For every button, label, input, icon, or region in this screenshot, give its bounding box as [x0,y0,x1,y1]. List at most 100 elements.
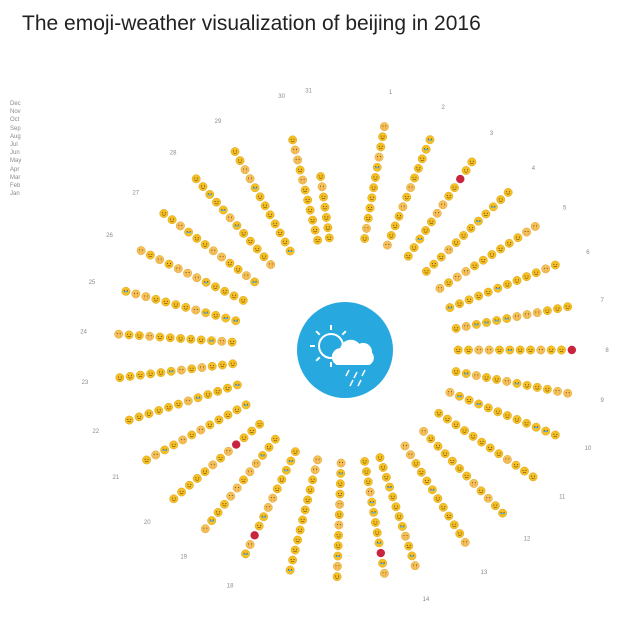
hazy-emoji [223,446,233,456]
crying-emoji [427,485,437,495]
sunny-emoji [334,530,343,540]
hazy-emoji [379,122,389,132]
day-ray-29 [230,147,295,256]
crying-emoji [378,558,387,568]
day-ray-17 [285,455,323,575]
hazy-emoji [474,345,484,355]
sunny-emoji [444,191,454,201]
hazy-emoji [245,174,255,184]
sunny-emoji [187,430,197,440]
hazy-emoji [155,255,165,265]
sunny-emoji [444,511,454,521]
hazy-emoji [245,467,255,477]
day-label-2: 2 [441,105,445,111]
sunny-emoji [165,333,175,343]
crying-emoji [184,227,194,237]
sunny-emoji [332,572,342,582]
day-ray-19 [200,434,280,534]
sunny-emoji [154,406,164,415]
crying-emoji [333,551,343,561]
sunny-emoji [410,173,419,183]
sunny-emoji [270,219,280,229]
hazy-emoji [217,252,227,262]
sunny-emoji [388,492,398,502]
crying-emoji [498,508,507,518]
hazy-emoji [398,202,408,212]
crying-emoji [488,202,498,212]
legend-month-jun: Jun [10,150,20,157]
hazy-emoji [419,427,429,436]
sunny-emoji [421,226,431,235]
day-label-12: 12 [524,536,531,542]
sunny-emoji [293,535,303,545]
sunny-emoji [455,529,465,539]
legend-month-feb: Feb [10,182,21,189]
day-ray-10 [445,387,560,440]
hazy-emoji [530,222,540,231]
sunny-emoji [270,434,280,444]
day-ray-27 [159,209,260,287]
sunny-emoji [372,528,382,538]
sunny-emoji [277,475,287,484]
sunny-emoji [503,411,512,421]
crying-emoji [166,366,176,376]
sunny-emoji [238,295,248,305]
sunny-emoji [449,520,459,530]
sunny-emoji [404,541,414,551]
hazy-emoji [469,479,479,488]
hazy-emoji [141,292,151,302]
hazy-emoji [313,455,323,465]
hazy-emoji [406,450,415,460]
snow-dot [456,174,465,184]
sunny-emoji [378,463,388,472]
hazy-emoji [512,312,522,321]
sunny-emoji [438,502,448,512]
sunny-emoji [198,182,208,192]
sunny-emoji [466,223,476,233]
sunny-emoji [288,555,298,565]
sunny-emoji [494,449,504,459]
sunny-emoji [515,345,525,355]
sunny-emoji [169,494,179,504]
sunny-emoji [230,147,240,157]
sunny-emoji [531,268,541,278]
hazy-emoji [406,183,416,192]
sunny-emoji [487,250,497,259]
day-label-30: 30 [278,94,285,100]
sunny-emoji [295,525,305,535]
sunny-emoji [550,260,560,270]
sunny-emoji [156,368,166,378]
sunny-emoji [455,299,464,309]
sunny-emoji [451,367,461,376]
hazy-emoji [266,260,276,269]
hazy-emoji [232,483,242,493]
day-label-28: 28 [170,150,177,156]
hazy-emoji [245,540,255,549]
sunny-emoji [187,364,197,374]
sunny-emoji [213,386,223,396]
hazy-emoji [336,458,346,468]
sunny-emoji [461,166,471,175]
hazy-emoji [444,245,454,255]
hazy-emoji [461,267,471,276]
day-ray-16 [332,458,346,582]
hazy-emoji [241,271,251,281]
hazy-emoji [131,289,141,299]
sunny-emoji [563,302,573,312]
crying-emoji [492,316,502,325]
hazy-emoji [541,264,551,274]
hazy-emoji [335,500,345,509]
sunny-emoji [467,157,477,167]
sunny-emoji [305,205,315,215]
sunny-emoji [186,334,196,344]
hazy-emoji [532,308,542,318]
day-label-22: 22 [92,429,99,435]
crying-emoji [369,507,379,517]
crying-emoji [512,379,522,388]
day-label-23: 23 [82,380,89,386]
sunny-emoji [310,225,320,235]
sunny-emoji [426,217,436,227]
crying-emoji [474,399,484,409]
sunny-emoji [483,403,493,413]
sunny-emoji [429,259,439,269]
